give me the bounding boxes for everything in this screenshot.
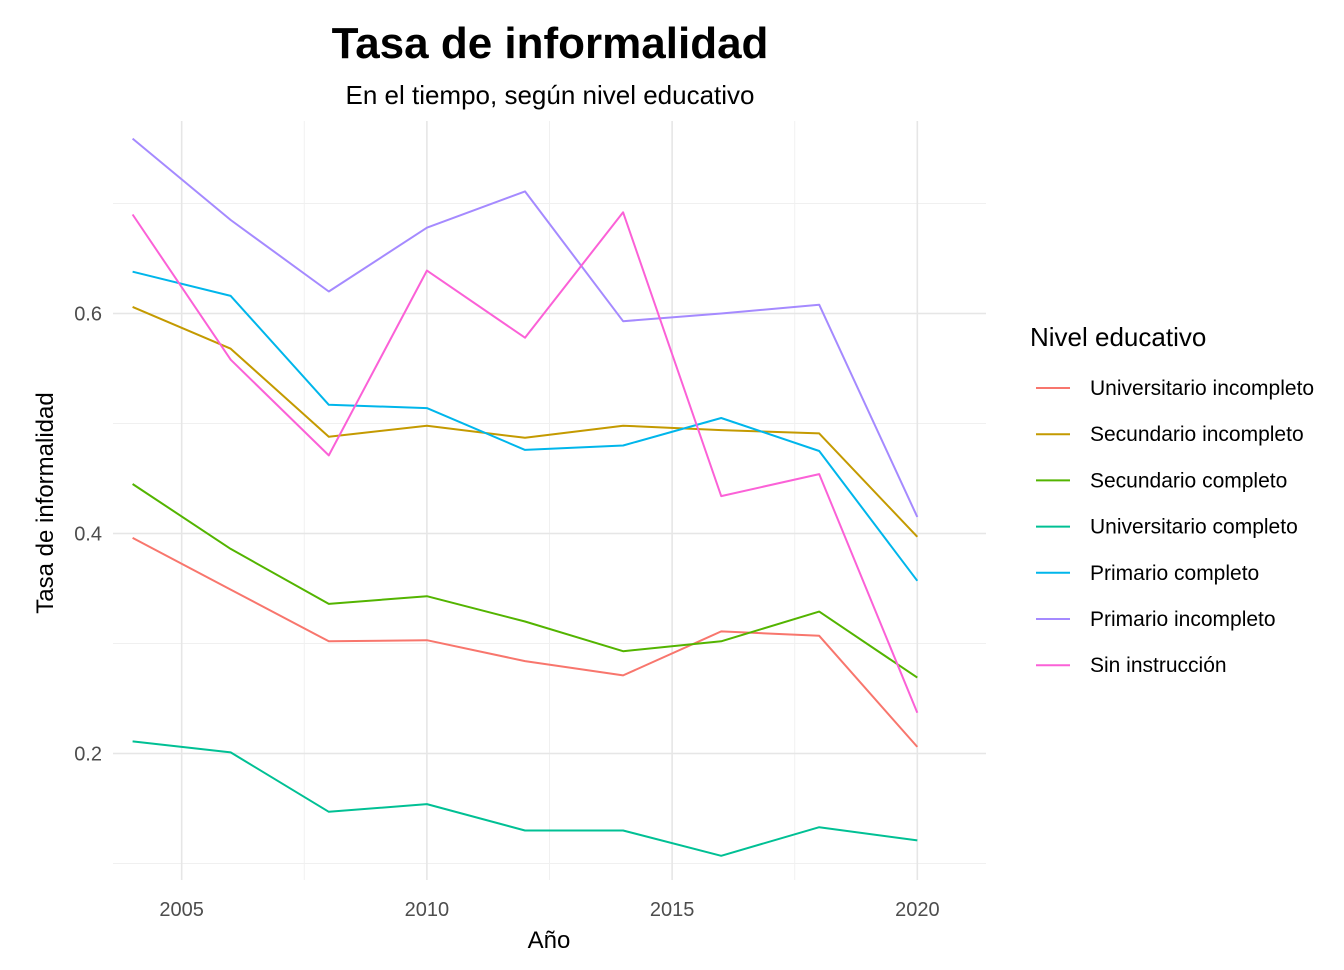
chart-subtitle: En el tiempo, según nivel educativo [345, 80, 754, 110]
x-axis: 2005 2010 2015 2020 [159, 899, 939, 921]
grid [113, 121, 986, 880]
y-tick-label: 0.6 [74, 304, 102, 326]
series-line [131, 137, 919, 518]
series-lines [131, 137, 919, 857]
x-axis-title: Año [528, 927, 571, 954]
legend-label: Universitario completo [1090, 516, 1298, 539]
y-axis: 0.2 0.4 0.6 [74, 304, 102, 766]
chart-title: Tasa de informalidad [332, 19, 769, 68]
legend-label: Secundario incompleto [1090, 423, 1304, 446]
y-axis-title: Tasa de informalidad [32, 392, 59, 613]
legend-label: Sin instrucción [1090, 654, 1227, 677]
y-tick-label: 0.4 [74, 524, 102, 546]
series-line [132, 270, 919, 582]
series-line [131, 211, 919, 714]
series-line [132, 483, 918, 679]
legend-label: Secundario completo [1090, 469, 1287, 492]
x-tick-label: 2010 [405, 899, 450, 921]
x-tick-label: 2020 [895, 899, 940, 921]
legend-label: Primario completo [1090, 562, 1259, 585]
y-tick-label: 0.2 [74, 744, 102, 766]
x-tick-label: 2005 [159, 899, 204, 921]
legend-title: Nivel educativo [1030, 322, 1206, 352]
series-line [132, 305, 919, 538]
x-tick-label: 2015 [650, 899, 695, 921]
series-line [132, 537, 919, 748]
legend-label: Primario incompleto [1090, 608, 1276, 631]
legend-label: Universitario incompleto [1090, 377, 1314, 400]
series-line [132, 740, 918, 857]
legend: Nivel educativo Universitario incompleto… [1030, 322, 1314, 677]
